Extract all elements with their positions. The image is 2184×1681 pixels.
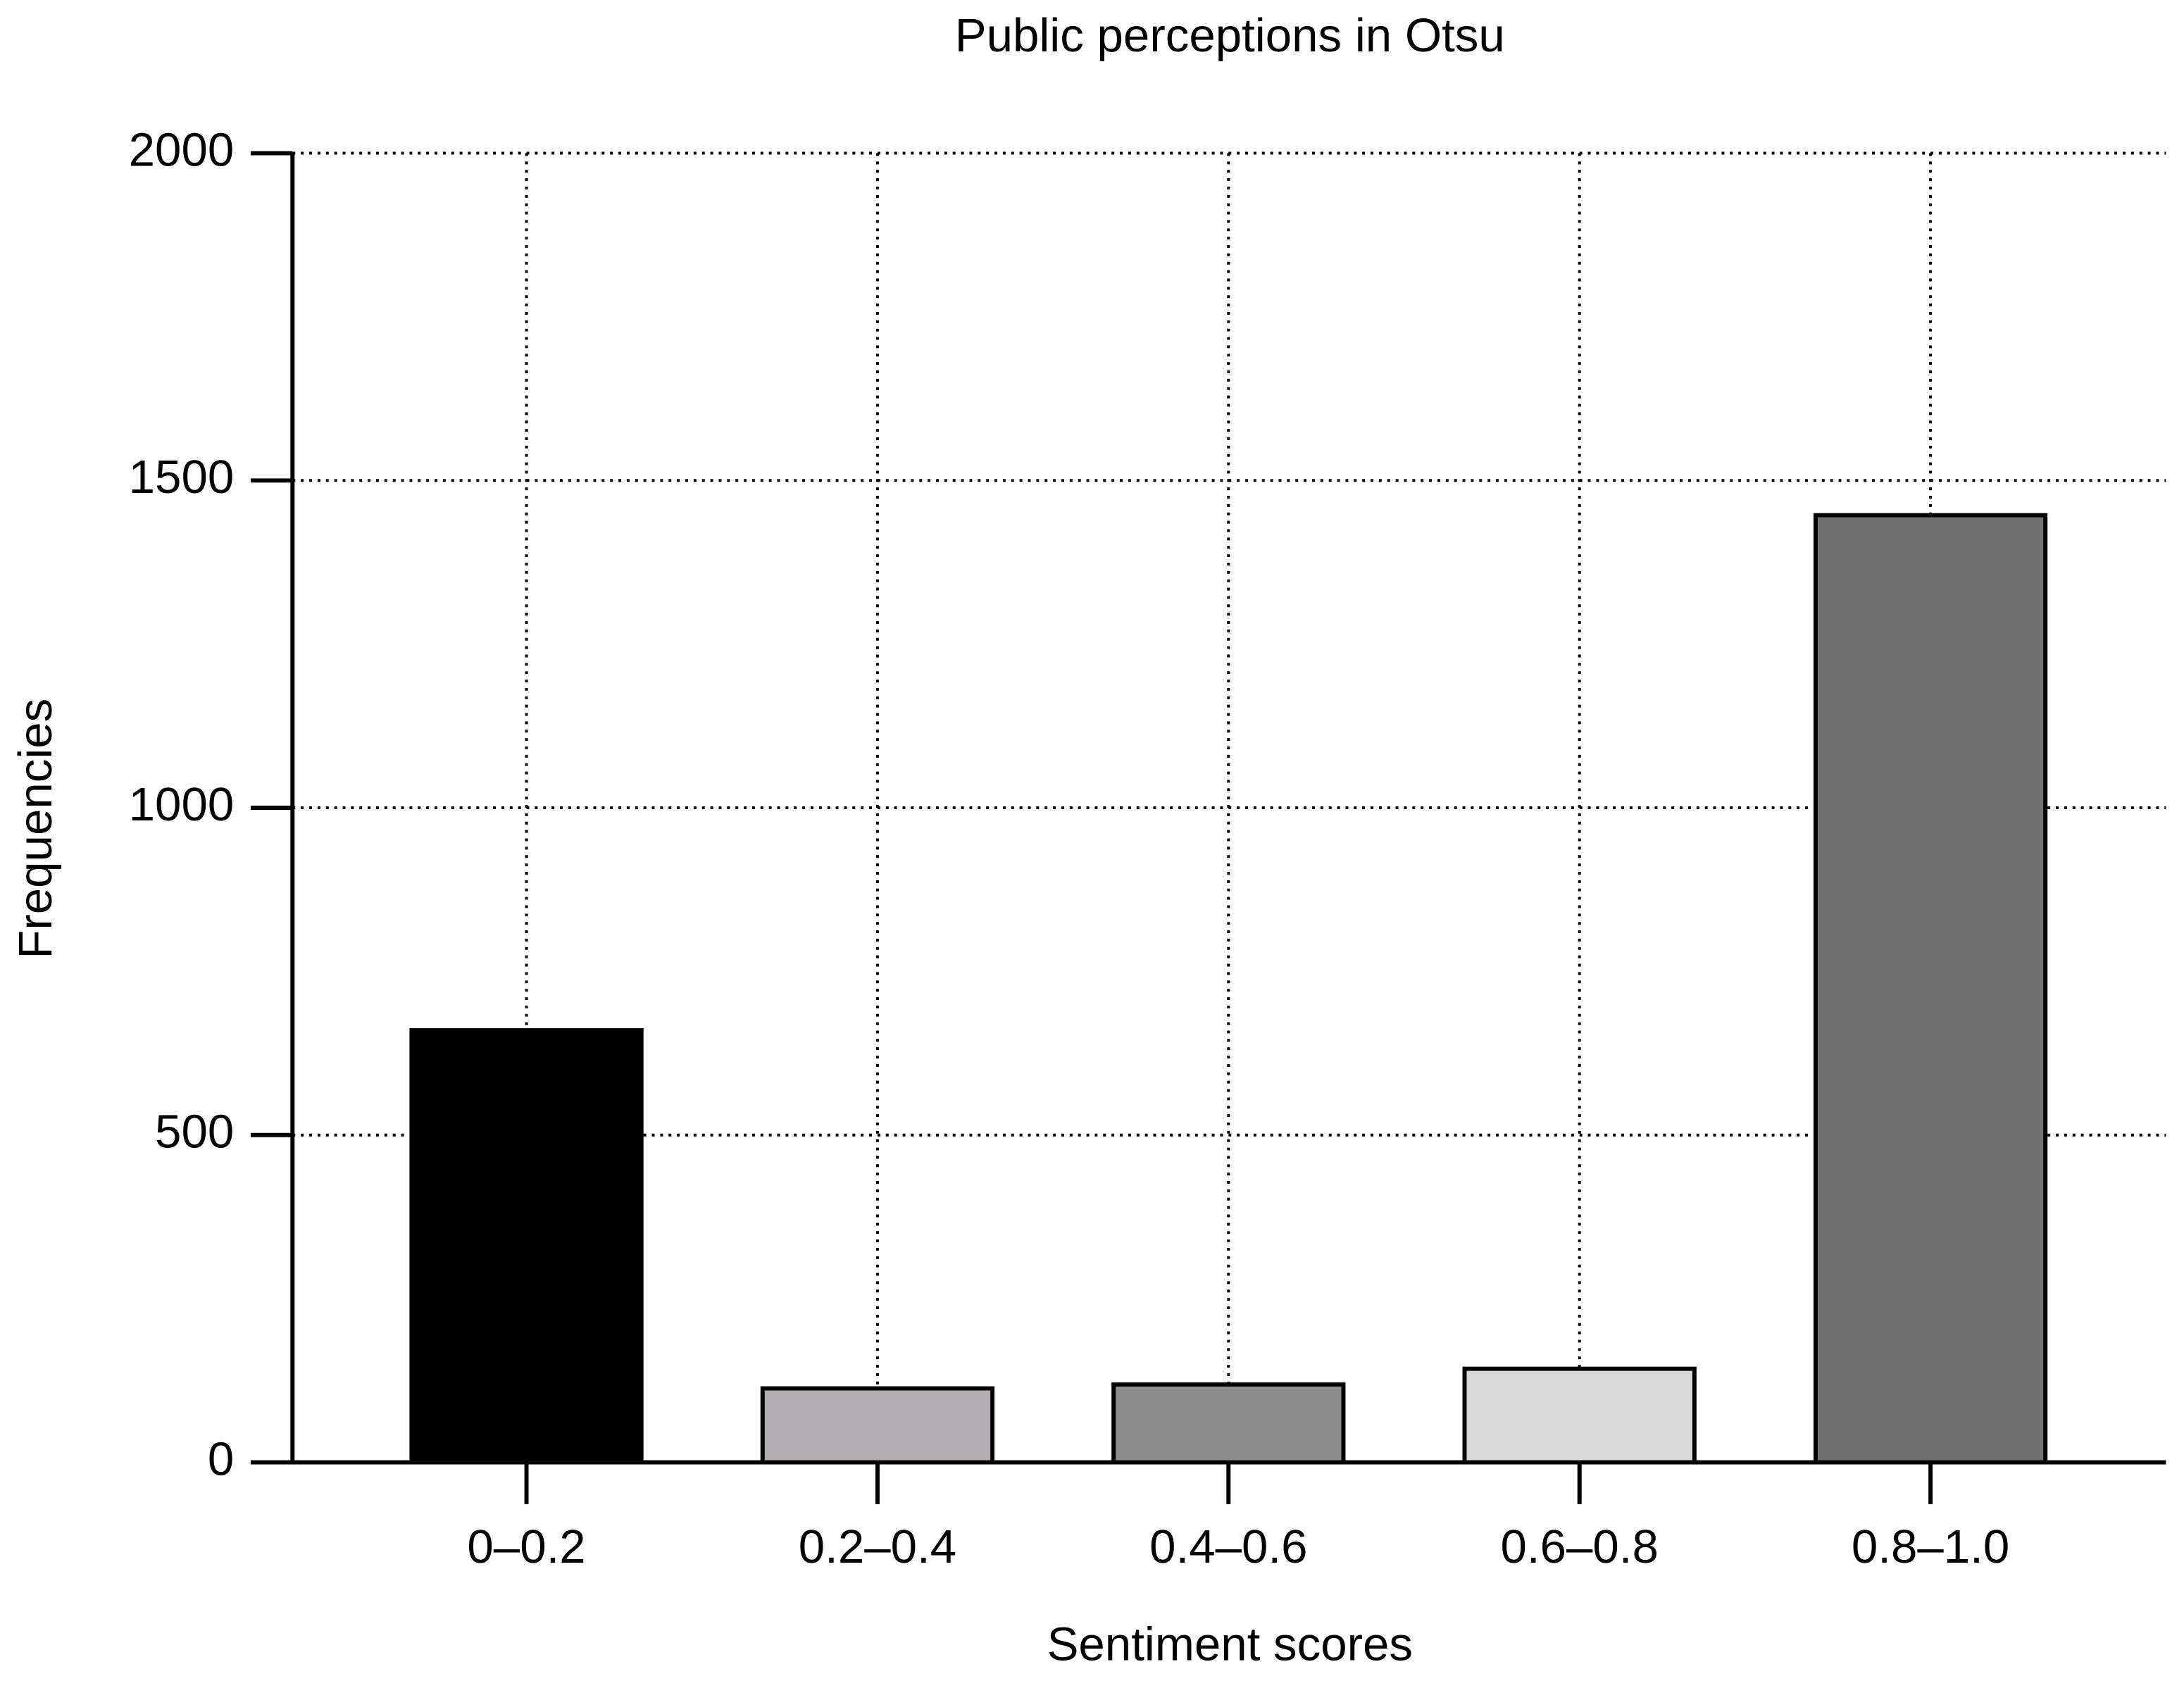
y-tick-label: 0 <box>208 1432 234 1485</box>
bar <box>1462 1366 1697 1465</box>
y-tick-label: 2000 <box>129 123 235 176</box>
x-tick-label: 0–0.2 <box>467 1520 585 1573</box>
y-tick-label: 1000 <box>129 778 235 831</box>
bar <box>1813 513 2048 1465</box>
chart-title: Public perceptions in Otsu <box>955 9 1505 62</box>
y-tick-label: 500 <box>155 1106 234 1158</box>
x-tick-label: 0.6–0.8 <box>1501 1520 1659 1573</box>
bar <box>1111 1382 1346 1465</box>
bar <box>409 1028 644 1465</box>
bar <box>760 1386 995 1465</box>
x-tick-label: 0.4–0.6 <box>1149 1520 1307 1573</box>
x-tick-label: 0.8–1.0 <box>1852 1520 2009 1573</box>
x-tick-label: 0.2–0.4 <box>799 1520 956 1573</box>
x-axis-label: Sentiment scores <box>1047 1618 1413 1670</box>
y-axis-label: Frequencies <box>9 699 62 959</box>
y-tick-label: 1500 <box>129 451 235 504</box>
